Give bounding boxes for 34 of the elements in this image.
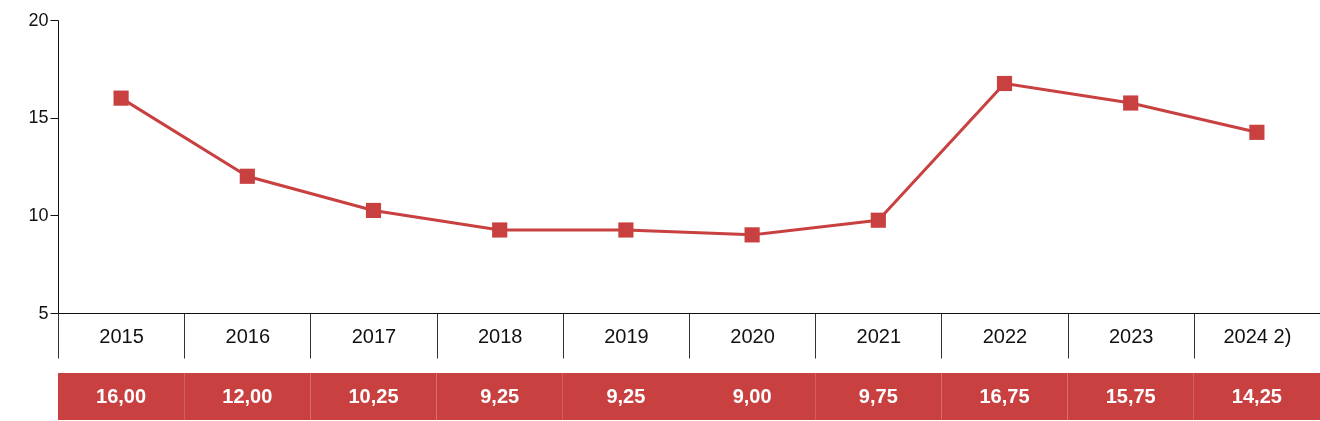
data-label: 12,00 — [222, 385, 273, 407]
data-label: 16,75 — [979, 385, 1030, 407]
point — [618, 222, 634, 238]
point — [113, 90, 129, 106]
x-tick-label: 2016 — [225, 324, 271, 347]
data-label: 14,25 — [1231, 385, 1282, 407]
x-tick-label: 2023 — [1108, 324, 1154, 347]
data-label: 9,25 — [480, 385, 520, 407]
point — [365, 202, 382, 219]
data-label: 15,75 — [1105, 385, 1156, 407]
data-label: 16,00 — [96, 385, 147, 407]
point — [239, 168, 255, 184]
x-tick-label: 2022 — [982, 324, 1028, 347]
point — [1123, 95, 1139, 111]
x-tick-label: 2024 2) — [1223, 324, 1292, 347]
y-tick-label: 15 — [28, 107, 49, 128]
point — [492, 222, 508, 238]
data-label: 9,75 — [858, 385, 898, 407]
x-tick-label: 2019 — [604, 324, 649, 347]
point — [870, 212, 886, 228]
y-tick-label: 5 — [38, 302, 49, 323]
y-tick-label: 10 — [28, 204, 49, 225]
x-tick-label: 2020 — [730, 324, 775, 347]
x-tick-label: 2015 — [99, 324, 144, 347]
point — [1249, 124, 1265, 140]
y-tick-label: 20 — [28, 9, 49, 30]
point — [744, 227, 760, 243]
point — [996, 75, 1013, 92]
x-tick-label: 2021 — [856, 324, 902, 347]
x-tick-label: 2018 — [477, 324, 523, 347]
data-label: 9,25 — [606, 385, 646, 407]
data-label: 9,00 — [732, 385, 772, 407]
x-tick-label: 2017 — [351, 324, 397, 347]
data-label: 10,25 — [348, 385, 399, 407]
